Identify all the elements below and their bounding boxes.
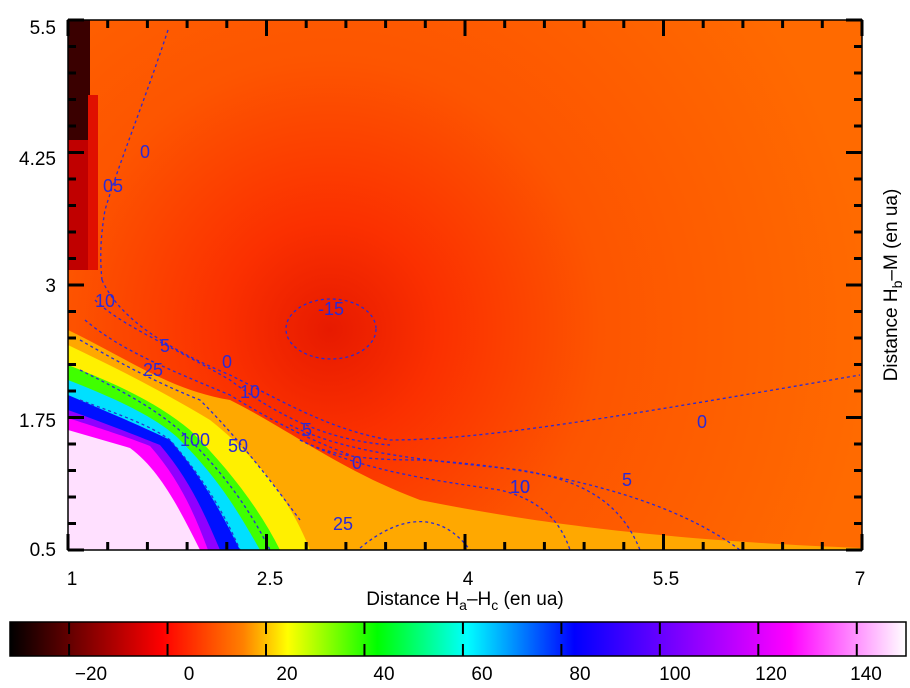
contour-label: 50 [228,436,248,456]
colorbar-tick-label: 120 [755,664,787,685]
contour-label: 5 [160,336,170,356]
contour-25a [79,339,301,521]
colorbar-tick-label: 60 [471,664,492,685]
heatmap-field [68,20,862,550]
x-tick-label: 2.5 [257,569,283,590]
colorbar-ticks [68,622,858,656]
x-tick-label: 1 [67,569,78,590]
contour-labels: 0 -15 0 5 10 5 10 25 0 10 5 100 50 0 10 … [95,142,707,534]
y-tick-label: 1.75 [19,411,56,432]
x-axis: 1 2.5 4 5.5 7 Distance Ha–Hc (en ua) [67,569,866,613]
colorbar: −20 0 20 40 60 80 100 120 140 [9,621,907,685]
contour-label: 100 [180,430,210,450]
dark-strip-lower [68,140,90,270]
band-white [68,430,200,550]
contour-label: 5 [622,470,632,490]
contour-min15 [285,298,377,360]
colorbar-tick-label: 100 [659,664,691,685]
y-axis: 0.5 1.75 3 4.25 5.5 Distance Hb–M (en ua… [19,18,905,561]
contour-5a [94,299,391,446]
axis-ticks [66,18,864,552]
colorbar-tick-label: 140 [850,664,882,685]
contour-0-upper [100,29,169,281]
contour-label: 25 [143,360,163,380]
contour-0-main [101,279,861,441]
contour-label: 0 [697,412,707,432]
contour-5b [289,424,641,550]
contour-label: 5 [113,176,123,196]
x-tick-label: 4 [463,569,474,590]
colorbar-tick-label: −20 [75,664,107,685]
x-tick-label: 7 [855,569,866,590]
colorbar-gradient [9,621,907,657]
y-tick-label: 3 [45,276,56,297]
colorbar-tick-label: 40 [373,664,394,685]
contour-10b [299,439,571,550]
contour-lines [79,29,861,550]
contour-label: 10 [510,477,530,497]
y-tick-label: 0.5 [30,540,56,561]
contour-label: 5 [302,420,312,440]
contour-label: 10 [95,291,115,311]
y-tick-label: 5.5 [30,18,56,39]
contour-label: 10 [510,477,530,497]
contour-label: 10 [240,382,260,402]
x-axis-title: Distance Ha–Hc (en ua) [366,589,564,613]
contour-10a [84,319,351,456]
colorbar-tick-label: 20 [276,664,297,685]
contour-label: 0 [352,453,362,473]
contour-label: 25 [333,514,353,534]
contour-label: -15 [318,299,344,319]
contour-label: 0 [140,142,150,162]
contour-100 [79,399,241,550]
x-tick-label: 5.5 [653,569,679,590]
colorbar-tick-label: 0 [184,664,195,685]
dark-strip-edge [88,95,98,270]
y-tick-label: 4.25 [19,149,56,170]
colorbar-tick-label: 80 [569,664,590,685]
contour-label: 0 [103,176,113,196]
y-axis-title: Distance Hb–M (en ua) [881,189,905,382]
contour-label: 0 [222,352,232,372]
